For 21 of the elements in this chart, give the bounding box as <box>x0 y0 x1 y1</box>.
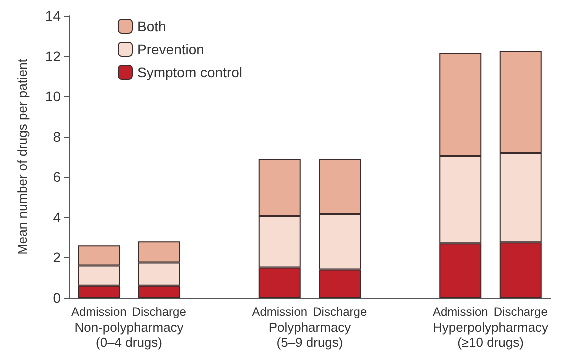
legend-label: Both <box>138 18 166 34</box>
y-axis-title: Mean number of drugs per patient <box>15 58 30 255</box>
x-tick-label: Admission <box>432 305 488 319</box>
x-tick-label: Admission <box>71 305 127 319</box>
y-tick-label: 6 <box>53 169 62 186</box>
y-tick-label: 4 <box>53 209 62 226</box>
text: Non-polypharmacy (0–4 drugs) <box>74 320 184 350</box>
y-tick-label: 12 <box>45 48 62 64</box>
text: Polypharmacy (5–9 drugs) <box>268 320 352 350</box>
legend-label: Symptom control <box>138 64 243 80</box>
y-tick-label: 10 <box>45 88 62 105</box>
x-tick-label: Discharge <box>132 305 187 319</box>
y-tick-label: 14 <box>45 8 62 24</box>
y-tick-label: 0 <box>53 290 62 306</box>
y-tick-label: 2 <box>53 250 62 266</box>
legend-label: Prevention <box>138 42 204 58</box>
x-tick-label: Discharge <box>313 305 368 319</box>
x-tick-label: Admission <box>252 305 308 319</box>
y-tick-label: 8 <box>53 128 62 145</box>
x-tick-label: Discharge <box>494 305 548 319</box>
text: Hyperpolypharmacy (≥10 drugs) <box>432 320 550 350</box>
